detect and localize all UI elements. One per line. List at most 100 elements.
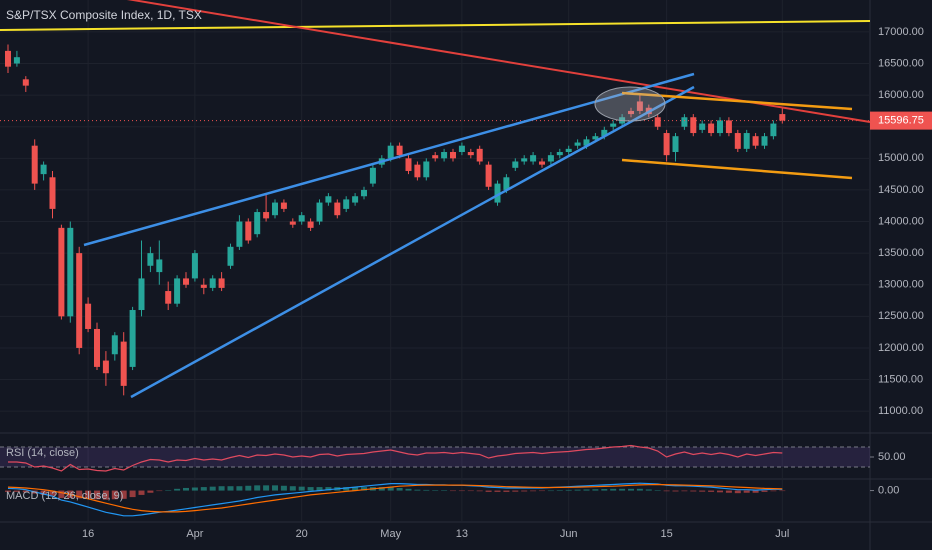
candle-body [174, 278, 181, 304]
macd-histogram-bar [254, 485, 261, 491]
macd-histogram-bar [183, 487, 189, 491]
macd-histogram-bar [414, 489, 421, 491]
candle-body [94, 328, 100, 367]
macd-histogram-bar [432, 490, 439, 491]
rsi-line [8, 444, 783, 472]
candle-body [49, 177, 56, 209]
macd-histogram-bar [574, 489, 581, 491]
macd-histogram-bar [556, 490, 563, 491]
macd-histogram-bar [521, 490, 528, 492]
macd-histogram-bar [494, 490, 501, 492]
macd-histogram-bar [547, 490, 554, 492]
candle-body [22, 79, 29, 86]
candle-body [191, 253, 198, 279]
last-price-label: 15596.75 [878, 115, 924, 127]
macd-histogram-bar [770, 490, 777, 492]
candle-body [485, 164, 492, 187]
candle-body [654, 117, 661, 127]
y-tick-label: 15000.00 [878, 152, 924, 164]
candle-body [147, 253, 154, 266]
macd-histogram-bar [530, 490, 537, 492]
macd-histogram-bar [111, 490, 118, 500]
rsi-band-fill [0, 447, 870, 467]
macd-histogram-bar [200, 487, 207, 491]
candle-body [165, 291, 172, 304]
macd-histogram-bar [610, 488, 617, 491]
candle-body [521, 158, 528, 162]
macd-histogram-bar [779, 490, 786, 492]
macd-histogram-bar [761, 490, 768, 492]
candle-body [343, 199, 350, 209]
candle-body [334, 202, 341, 216]
macd-histogram-bar [396, 487, 403, 491]
macd-histogram-bar [654, 490, 661, 491]
macd-histogram-bar [343, 487, 350, 491]
candle-body [467, 152, 474, 156]
macd-histogram-bar [708, 490, 715, 492]
candle-body [423, 161, 430, 178]
candle-body [325, 196, 332, 203]
macd-histogram-bar [245, 485, 252, 491]
y-tick-label: 12000.00 [878, 342, 924, 354]
candle-body [40, 164, 47, 175]
candle-body [5, 50, 11, 67]
macd-histogram-bar [5, 490, 11, 492]
y-tick-label: 11500.00 [878, 373, 923, 385]
candle-body [699, 123, 706, 130]
candle-body [743, 133, 750, 149]
macd-histogram-bar [539, 490, 545, 492]
candle-body [565, 148, 572, 153]
macd-histogram-bar [601, 489, 608, 491]
candle-body [298, 215, 305, 222]
macd-histogram-bar [49, 490, 56, 496]
candle-body [352, 196, 359, 203]
candle-body [209, 278, 216, 288]
candle-body [31, 145, 38, 184]
macd-histogram-bar [307, 487, 314, 491]
highlight-ellipse [594, 86, 666, 122]
macd-histogram-bar [725, 490, 732, 493]
macd-histogram-bar [690, 490, 697, 492]
candle-body [405, 158, 412, 171]
last-price-box [870, 111, 932, 130]
candle-body [734, 133, 741, 149]
macd-histogram-bar [405, 488, 412, 491]
macd-histogram-bar [361, 487, 367, 491]
macd-histogram-bar [743, 490, 750, 493]
macd-histogram-bar [40, 490, 47, 495]
y-tick-label: 13500.00 [878, 247, 924, 259]
candle-body [414, 164, 421, 178]
candle-body [369, 167, 376, 184]
macd-histogram-bar [352, 487, 359, 491]
candle-body [476, 148, 483, 162]
candle-body [574, 142, 581, 146]
macd-histogram-bar [94, 490, 100, 500]
macd-histogram-bar [672, 490, 679, 492]
y-tick-label: 14500.00 [878, 184, 924, 196]
macd-histogram-bar [476, 490, 483, 492]
macd-histogram-bar [663, 490, 670, 492]
macd-histogram-bar [450, 490, 456, 492]
candle-body [610, 123, 617, 127]
macd-histogram-bar [298, 486, 305, 491]
candle-body [717, 120, 723, 134]
candle-body [681, 117, 688, 127]
macd-histogram-bar [503, 490, 510, 492]
candle-body [441, 152, 448, 159]
trend-line [126, 0, 871, 123]
macd-histogram-bar [325, 487, 332, 491]
candle-body [530, 155, 537, 162]
macd-histogram-bar [147, 490, 154, 493]
x-tick-label: 16 [82, 528, 94, 540]
macd-histogram-bar [120, 490, 127, 499]
macd-histogram-bar [619, 488, 626, 491]
candle-body [663, 133, 670, 156]
candle-body [245, 221, 252, 241]
macd-histogram-bar [272, 485, 278, 491]
candle-body [13, 57, 20, 64]
candle-body [601, 129, 608, 137]
macd-histogram-bar [645, 489, 652, 491]
